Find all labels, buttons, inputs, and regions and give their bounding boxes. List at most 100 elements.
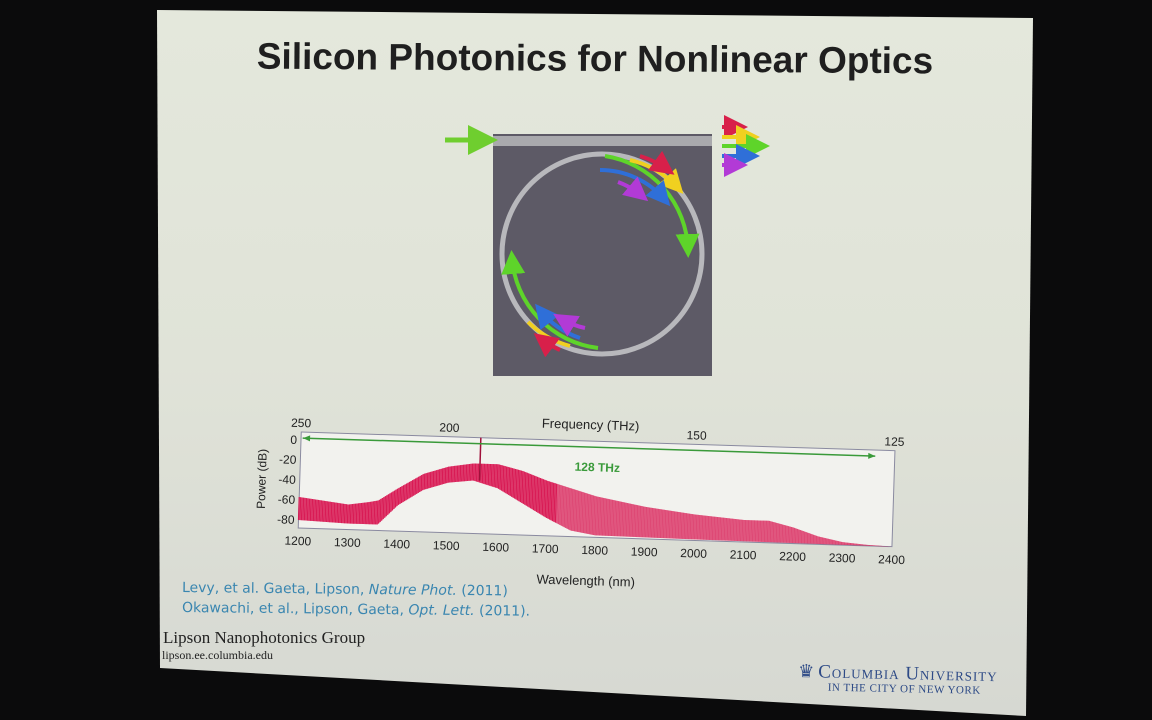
comb-line — [661, 509, 664, 539]
comb-line — [775, 522, 778, 543]
comb-line — [497, 464, 500, 489]
comb-line — [499, 464, 502, 490]
comb-line — [673, 511, 676, 539]
comb-line — [364, 502, 367, 525]
comb-line — [419, 475, 421, 493]
comb-line — [496, 464, 499, 489]
comb-line — [762, 520, 765, 542]
comb-line — [603, 498, 606, 536]
comb-line — [569, 488, 572, 531]
comb-line — [358, 503, 361, 524]
comb-line — [477, 463, 480, 483]
comb-line — [543, 479, 546, 517]
comb-line — [587, 493, 590, 534]
comb-line — [435, 470, 438, 487]
comb-line — [366, 502, 368, 525]
comb-line — [600, 497, 603, 536]
comb-line — [628, 503, 631, 537]
span-arrow-left-head — [303, 435, 311, 442]
comb-line — [567, 487, 571, 530]
comb-line — [584, 493, 587, 534]
x-tick-label: 2300 — [828, 551, 855, 566]
comb-line — [771, 521, 773, 543]
bus-waveguide — [493, 136, 712, 146]
comb-line — [588, 494, 592, 535]
comb-line — [379, 498, 382, 523]
comb-line — [788, 526, 791, 543]
comb-line — [619, 501, 623, 537]
comb-line — [512, 468, 515, 498]
comb-line — [503, 466, 506, 493]
comb-line — [315, 499, 318, 522]
comb-line — [716, 516, 719, 541]
comb-line — [369, 501, 371, 525]
comb-line — [646, 507, 649, 538]
comb-line — [729, 518, 732, 541]
comb-line — [581, 492, 584, 533]
comb-line — [754, 520, 757, 542]
comb-line — [305, 498, 308, 521]
comb-line — [720, 517, 723, 541]
comb-line — [570, 488, 574, 531]
comb-line — [525, 472, 528, 506]
comb-line — [785, 525, 788, 543]
comb-line — [566, 487, 570, 529]
spectrum-chart: 1200 1300 1400 1500 1600 1700 1800 1900 2000 2100… — [254, 416, 906, 590]
x-tick-label: 1400 — [383, 537, 410, 552]
comb-line — [408, 481, 411, 499]
comb-line — [519, 470, 523, 503]
comb-line — [502, 465, 505, 492]
comb-line — [516, 469, 520, 501]
comb-line — [553, 483, 556, 522]
circulating-light-arrows — [501, 150, 700, 358]
comb-line — [340, 503, 343, 524]
comb-line — [737, 519, 739, 542]
comb-line — [469, 463, 472, 481]
comb-line — [417, 476, 420, 493]
y-tick-label: -20 — [279, 452, 297, 467]
comb-line — [370, 501, 373, 525]
comb-line — [653, 508, 657, 538]
comb-line — [768, 520, 771, 543]
comb-line — [766, 520, 769, 543]
comb-line — [640, 506, 643, 538]
comb-line — [367, 502, 370, 525]
comb-line — [317, 499, 320, 522]
comb-line — [400, 486, 403, 503]
comb-line — [453, 465, 456, 483]
comb-line — [303, 497, 306, 521]
comb-line — [601, 497, 605, 536]
comb-line — [649, 507, 652, 538]
comb-line — [321, 500, 324, 522]
comb-line — [540, 478, 543, 515]
comb-line — [680, 512, 683, 539]
output-spectrum-arrows — [722, 115, 770, 177]
comb-line — [677, 512, 680, 539]
comb-line — [471, 463, 474, 481]
comb-line — [483, 463, 486, 484]
top-tick-label: 250 — [291, 416, 312, 431]
comb-line — [732, 518, 735, 541]
comb-line — [590, 494, 593, 535]
comb-line — [462, 464, 465, 482]
comb-line — [431, 471, 433, 488]
comb-line — [403, 484, 406, 502]
comb-line — [522, 471, 525, 504]
comb-line — [573, 489, 577, 532]
top-tick-label: 125 — [884, 434, 905, 449]
comb-line — [690, 514, 693, 540]
comb-line — [615, 500, 618, 537]
comb-line — [637, 505, 640, 538]
comb-line — [722, 517, 725, 541]
comb-line — [631, 504, 634, 537]
comb-line — [665, 510, 668, 539]
comb-line — [692, 514, 695, 540]
comb-line — [456, 465, 459, 482]
comb-line — [647, 507, 651, 538]
ring-resonator-diagram — [445, 115, 770, 376]
comb-line — [337, 503, 340, 523]
comb-line — [405, 483, 408, 501]
comb-line — [579, 491, 583, 533]
comb-line — [402, 485, 405, 503]
comb-line — [509, 467, 512, 496]
